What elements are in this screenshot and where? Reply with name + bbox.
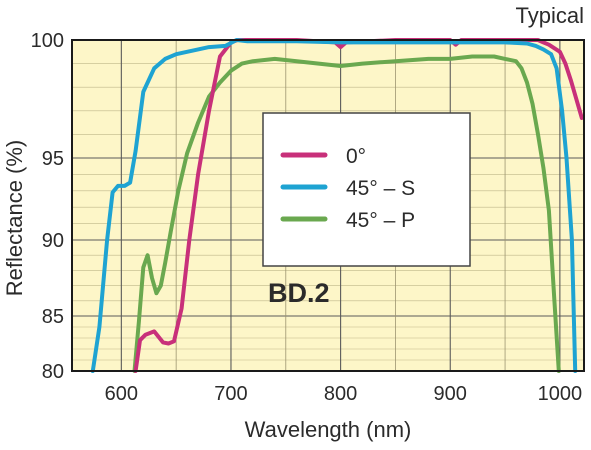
y-tick-label: 85 xyxy=(42,306,64,328)
y-axis-title: Reflectance (%) xyxy=(2,140,27,297)
y-tick-label: 80 xyxy=(42,361,64,383)
series-line-2 xyxy=(132,54,561,373)
plot-frame xyxy=(71,39,585,372)
x-tick-label: 1000 xyxy=(538,383,583,405)
y-axis-ticks: 80 85 90 95 100 xyxy=(31,30,64,383)
x-axis-title: Wavelength (nm) xyxy=(245,417,412,442)
x-tick-label: 600 xyxy=(105,383,138,405)
x-tick-label: 700 xyxy=(214,383,247,405)
bd2-annotation: BD.2 xyxy=(268,278,330,308)
series-layer xyxy=(90,38,584,373)
y-tick-label: 95 xyxy=(42,148,64,170)
series-line-1 xyxy=(90,38,578,373)
x-axis-ticks: 600 700 800 900 1000 xyxy=(105,383,582,405)
legend-label-1: 45° – S xyxy=(346,177,415,200)
legend-label-0: 0° xyxy=(346,145,366,168)
x-tick-label: 900 xyxy=(434,383,467,405)
legend-label-2: 45° – P xyxy=(346,209,415,232)
legend-box xyxy=(262,112,471,267)
typical-note: Typical xyxy=(516,3,584,28)
y-tick-label: 100 xyxy=(31,30,64,52)
y-tick-label: 90 xyxy=(42,230,64,252)
legend: 0° 45° – S 45° – P xyxy=(262,112,471,267)
x-tick-label: 800 xyxy=(324,383,357,405)
